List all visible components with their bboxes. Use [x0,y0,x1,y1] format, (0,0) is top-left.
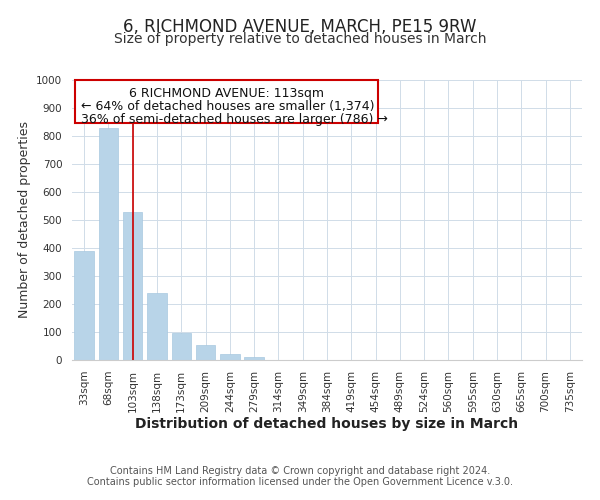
Text: 6, RICHMOND AVENUE, MARCH, PE15 9RW: 6, RICHMOND AVENUE, MARCH, PE15 9RW [123,18,477,36]
Bar [99,128,118,360]
Text: ← 64% of detached houses are smaller (1,374): ← 64% of detached houses are smaller (1,… [80,100,374,113]
Text: 36% of semi-detached houses are larger (786) →: 36% of semi-detached houses are larger (… [80,113,388,126]
Bar [74,251,94,360]
Bar [147,293,167,360]
FancyBboxPatch shape [74,80,378,124]
X-axis label: Distribution of detached houses by size in March: Distribution of detached houses by size … [136,418,518,432]
Y-axis label: Number of detached properties: Number of detached properties [17,122,31,318]
Text: Contains HM Land Registry data © Crown copyright and database right 2024.: Contains HM Land Registry data © Crown c… [110,466,490,476]
Text: Contains public sector information licensed under the Open Government Licence v.: Contains public sector information licen… [87,477,513,487]
Bar [244,356,264,360]
Bar [172,334,191,360]
Bar [220,354,239,360]
Bar [123,212,142,360]
Bar [196,346,215,360]
Text: 6 RICHMOND AVENUE: 113sqm: 6 RICHMOND AVENUE: 113sqm [129,87,324,100]
Text: Size of property relative to detached houses in March: Size of property relative to detached ho… [114,32,486,46]
